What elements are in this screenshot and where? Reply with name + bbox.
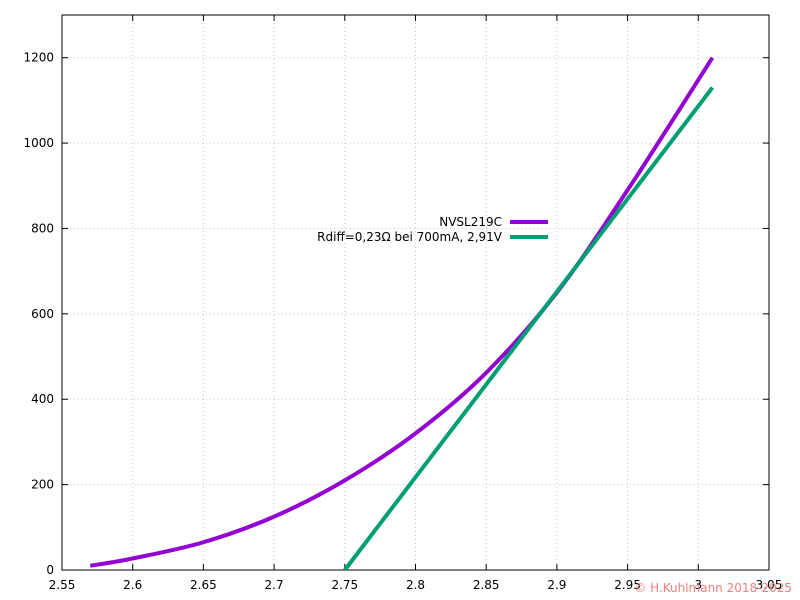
x-tick-label: 3 <box>694 578 702 592</box>
series-line-1 <box>89 56 715 568</box>
x-tick-label: 2.55 <box>49 578 76 592</box>
y-axis-ticks: 0 200 400 600 800 1000 1200 <box>23 51 769 577</box>
axes <box>61 14 770 571</box>
x-tick-label: 2.9 <box>547 578 566 592</box>
x-tick-label: 2.95 <box>614 578 641 592</box>
x-tick-label: 2.6 <box>123 578 142 592</box>
y-tick-label: 200 <box>31 478 54 492</box>
x-tick-label: 2.7 <box>265 578 284 592</box>
grid <box>62 15 769 570</box>
x-tick-label: 2.65 <box>190 578 217 592</box>
x-axis-ticks: 2.55 2.6 2.65 2.7 2.75 2.8 2.85 2.9 2.95 3 3.05 <box>49 15 783 592</box>
y-tick-label: 0 <box>46 563 54 577</box>
copyright-text: © H.Kuhlmann 2018-2025 <box>634 581 792 595</box>
y-tick-label: 1000 <box>23 136 54 150</box>
x-tick-label: 3.05 <box>756 578 783 592</box>
y-tick-label: 600 <box>31 307 54 321</box>
y-tick-label: 400 <box>31 392 54 406</box>
series-line-2 <box>343 86 715 572</box>
y-tick-label: 1200 <box>23 51 54 65</box>
y-tick-label: 800 <box>31 221 54 235</box>
x-tick-label: 2.85 <box>473 578 500 592</box>
x-tick-label: 2.8 <box>406 578 425 592</box>
x-tick-label: 2.75 <box>331 578 358 592</box>
plot-frame <box>61 14 770 571</box>
series <box>89 56 715 572</box>
legend-label: NVSL219C <box>439 215 502 229</box>
legend-label: Rdiff=0,23Ω bei 700mA, 2,91V <box>317 230 503 244</box>
